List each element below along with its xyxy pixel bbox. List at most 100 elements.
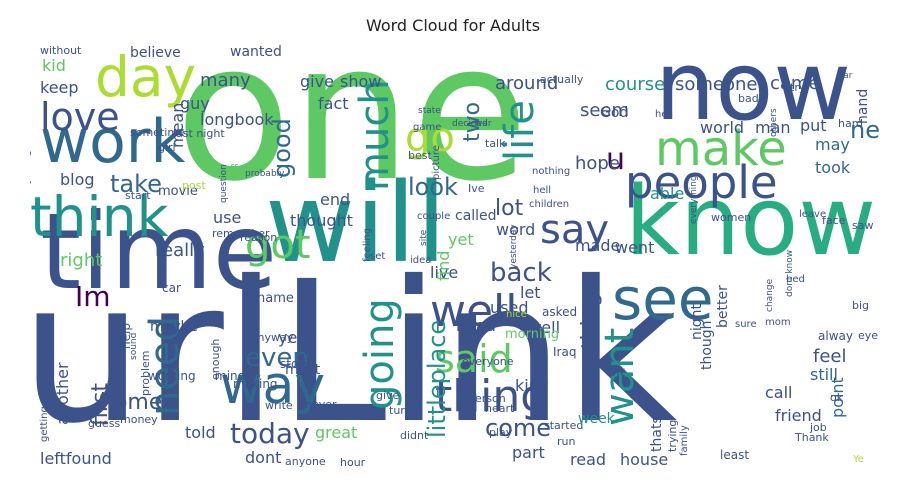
cloud-word: money	[120, 413, 158, 426]
cloud-word: came	[770, 73, 820, 94]
cloud-word: really	[155, 240, 205, 261]
cloud-word: thing	[435, 371, 549, 422]
cloud-word: yesterday	[509, 223, 519, 269]
cloud-word: think	[30, 185, 169, 249]
cloud-word: ok	[830, 391, 844, 404]
cloud-word: head	[456, 316, 496, 335]
cloud-word: take	[110, 170, 162, 198]
cloud-word: called	[455, 208, 497, 224]
cloud-word: read	[570, 450, 607, 468]
cloud-word: person	[468, 392, 506, 405]
cloud-word: everything	[689, 175, 699, 224]
cloud-word: nothing	[532, 166, 571, 177]
cloud-word: story	[280, 357, 311, 371]
cloud-word: able	[650, 184, 685, 203]
cloud-word: heart	[485, 402, 515, 415]
cloud-word: Ye	[853, 454, 864, 465]
cloud-word: kid	[42, 56, 66, 75]
cloud-word: someone	[675, 74, 758, 95]
cloud-word: give	[300, 72, 334, 91]
cloud-word: trying	[666, 419, 679, 452]
cloud-word: must	[285, 362, 321, 378]
cloud-word: took	[815, 158, 851, 177]
cloud-word: show	[340, 72, 382, 91]
cloud-word: turn	[389, 404, 412, 417]
cloud-word: guess	[88, 417, 121, 430]
cloud-word: movie	[158, 184, 198, 199]
cloud-word: seem	[580, 100, 630, 121]
cloud-word: lot	[495, 196, 524, 221]
cloud-word: make	[655, 121, 787, 177]
cloud-word: work	[40, 107, 186, 177]
cloud-word: morning	[505, 327, 560, 342]
cloud-word: God	[600, 105, 629, 121]
cloud-word: come	[485, 414, 552, 442]
cloud-word: use	[213, 208, 242, 227]
cloud-word: anyone	[285, 455, 326, 468]
cloud-word: car	[162, 281, 181, 295]
cloud-word: dont	[245, 448, 282, 467]
cloud-word: leftfound	[40, 449, 112, 468]
cloud-word: still	[810, 365, 838, 384]
cloud-word: Iraq	[553, 345, 577, 359]
cloud-word: time	[40, 191, 278, 313]
cloud-word: one	[175, 38, 529, 223]
cloud-word: alway	[818, 329, 853, 343]
cloud-word: leave	[799, 209, 827, 220]
cloud-word: look	[408, 173, 458, 201]
cloud-word: last night	[173, 127, 225, 140]
cloud-word: give	[376, 389, 400, 402]
cloud-word: fact	[318, 94, 349, 113]
cloud-word: week	[578, 411, 615, 427]
cloud-word: night	[689, 303, 705, 340]
cloud-word: said	[435, 337, 513, 381]
cloud-word: bad	[738, 92, 759, 105]
cloud-word: got	[245, 222, 311, 268]
cloud-word: life	[497, 100, 543, 161]
cloud-word: love	[40, 95, 120, 139]
cloud-word: Anyway	[250, 331, 294, 344]
cloud-word: well	[430, 286, 518, 337]
cloud-word: littleplace	[423, 320, 451, 439]
cloud-word: put	[800, 116, 827, 135]
cloud-word: urlLink	[30, 239, 678, 466]
cloud-word: job	[810, 421, 827, 434]
cloud-word: hard	[838, 117, 864, 130]
cloud-word: mind	[215, 369, 246, 383]
cloud-word: play	[489, 426, 513, 439]
cloud-word: sure	[735, 319, 757, 330]
cloud-word: live	[430, 263, 459, 282]
cloud-word: nice	[506, 309, 527, 320]
cloud-word: face	[822, 214, 846, 227]
cloud-word: game	[413, 122, 442, 133]
cloud-word: probably	[245, 169, 285, 179]
cloud-word: question	[219, 164, 229, 204]
cloud-word: word	[496, 220, 536, 239]
cloud-word: say	[540, 207, 610, 253]
cloud-word: mom	[765, 317, 791, 328]
cloud-word: used	[490, 298, 529, 317]
cloud-word: problem	[139, 350, 152, 397]
cloud-word: end	[320, 190, 351, 209]
cloud-word: part	[512, 443, 545, 462]
cloud-word: longbook	[200, 110, 274, 129]
cloud-word: others	[769, 108, 779, 138]
cloud-word: Ive	[468, 182, 485, 195]
cloud-word: change	[765, 279, 775, 313]
cloud-word: back	[490, 258, 552, 288]
word-cloud: one urlLink will time know now people see well wa…	[30, 38, 880, 468]
cloud-word: maybe	[150, 319, 199, 335]
cloud-word: anything	[30, 149, 32, 198]
cloud-word: didnt	[400, 429, 429, 442]
cloud-word: kind	[515, 376, 550, 395]
cloud-word: call	[765, 383, 793, 402]
cloud-word: couple	[417, 211, 451, 222]
cloud-word: house	[620, 450, 669, 468]
cloud-word: tell	[535, 318, 561, 337]
cloud-word: bed	[786, 274, 805, 285]
cloud-word: now	[655, 38, 852, 142]
cloud-word: best	[408, 149, 432, 162]
cloud-word: everyone	[462, 355, 514, 368]
cloud-word: least	[720, 448, 750, 462]
cloud-word: day	[95, 45, 197, 109]
